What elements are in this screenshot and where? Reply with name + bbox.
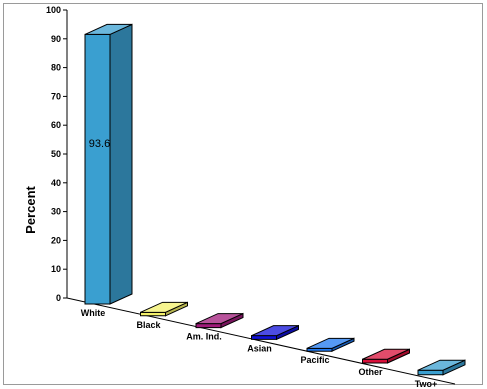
labels: 93.6 White Black Am. Ind. Asian Pacific Other T… (81, 138, 438, 389)
y-tick-label: 20 (51, 235, 61, 245)
bar-top (84, 23, 133, 35)
bar-3 (251, 324, 299, 341)
bar-top (362, 348, 410, 360)
bar-front (251, 335, 277, 340)
bars (84, 23, 466, 376)
bar-top (417, 359, 466, 371)
bar-front (417, 369, 444, 376)
bar-5 (362, 348, 410, 364)
data-label: 93.6 (89, 138, 110, 150)
category-label: Pacific (300, 355, 329, 365)
y-tick-label: 100 (46, 5, 61, 15)
bar-front (362, 358, 388, 364)
y-tick-label: 50 (51, 149, 61, 159)
y-tick-label: 90 (51, 34, 61, 44)
bar-top (306, 337, 355, 349)
bar-top (140, 301, 188, 313)
category-label: Two+ (415, 379, 438, 389)
y-tick-label: 10 (51, 264, 61, 274)
y-tick-label: 60 (51, 120, 61, 130)
y-tick-label: 80 (51, 63, 61, 73)
axes: 0 10 20 30 40 50 60 70 80 90 100 (46, 5, 456, 385)
chart-frame (3, 3, 483, 385)
bar-front (195, 323, 222, 329)
category-label: Asian (247, 343, 272, 353)
bar-front (140, 311, 166, 317)
y-tick-label: 40 (51, 178, 61, 188)
bar-6 (417, 359, 466, 376)
bar-1 (140, 301, 188, 317)
bar-0 (84, 23, 133, 305)
bar-side (109, 23, 133, 305)
category-label: White (81, 308, 106, 318)
bar-top (251, 325, 299, 337)
bar-front (84, 33, 111, 305)
category-label: Other (358, 367, 383, 377)
x-axis-line (66, 297, 456, 385)
bar-4 (306, 337, 355, 352)
bar-top (195, 313, 244, 325)
bar-2 (195, 312, 244, 329)
y-tick-label: 0 (56, 293, 61, 303)
category-label: Am. Ind. (186, 332, 222, 342)
y-tick-label: 70 (51, 91, 61, 101)
y-tick-label: 30 (51, 207, 61, 217)
y-axis-title: Percent (23, 185, 38, 233)
category-label: Black (136, 320, 161, 330)
